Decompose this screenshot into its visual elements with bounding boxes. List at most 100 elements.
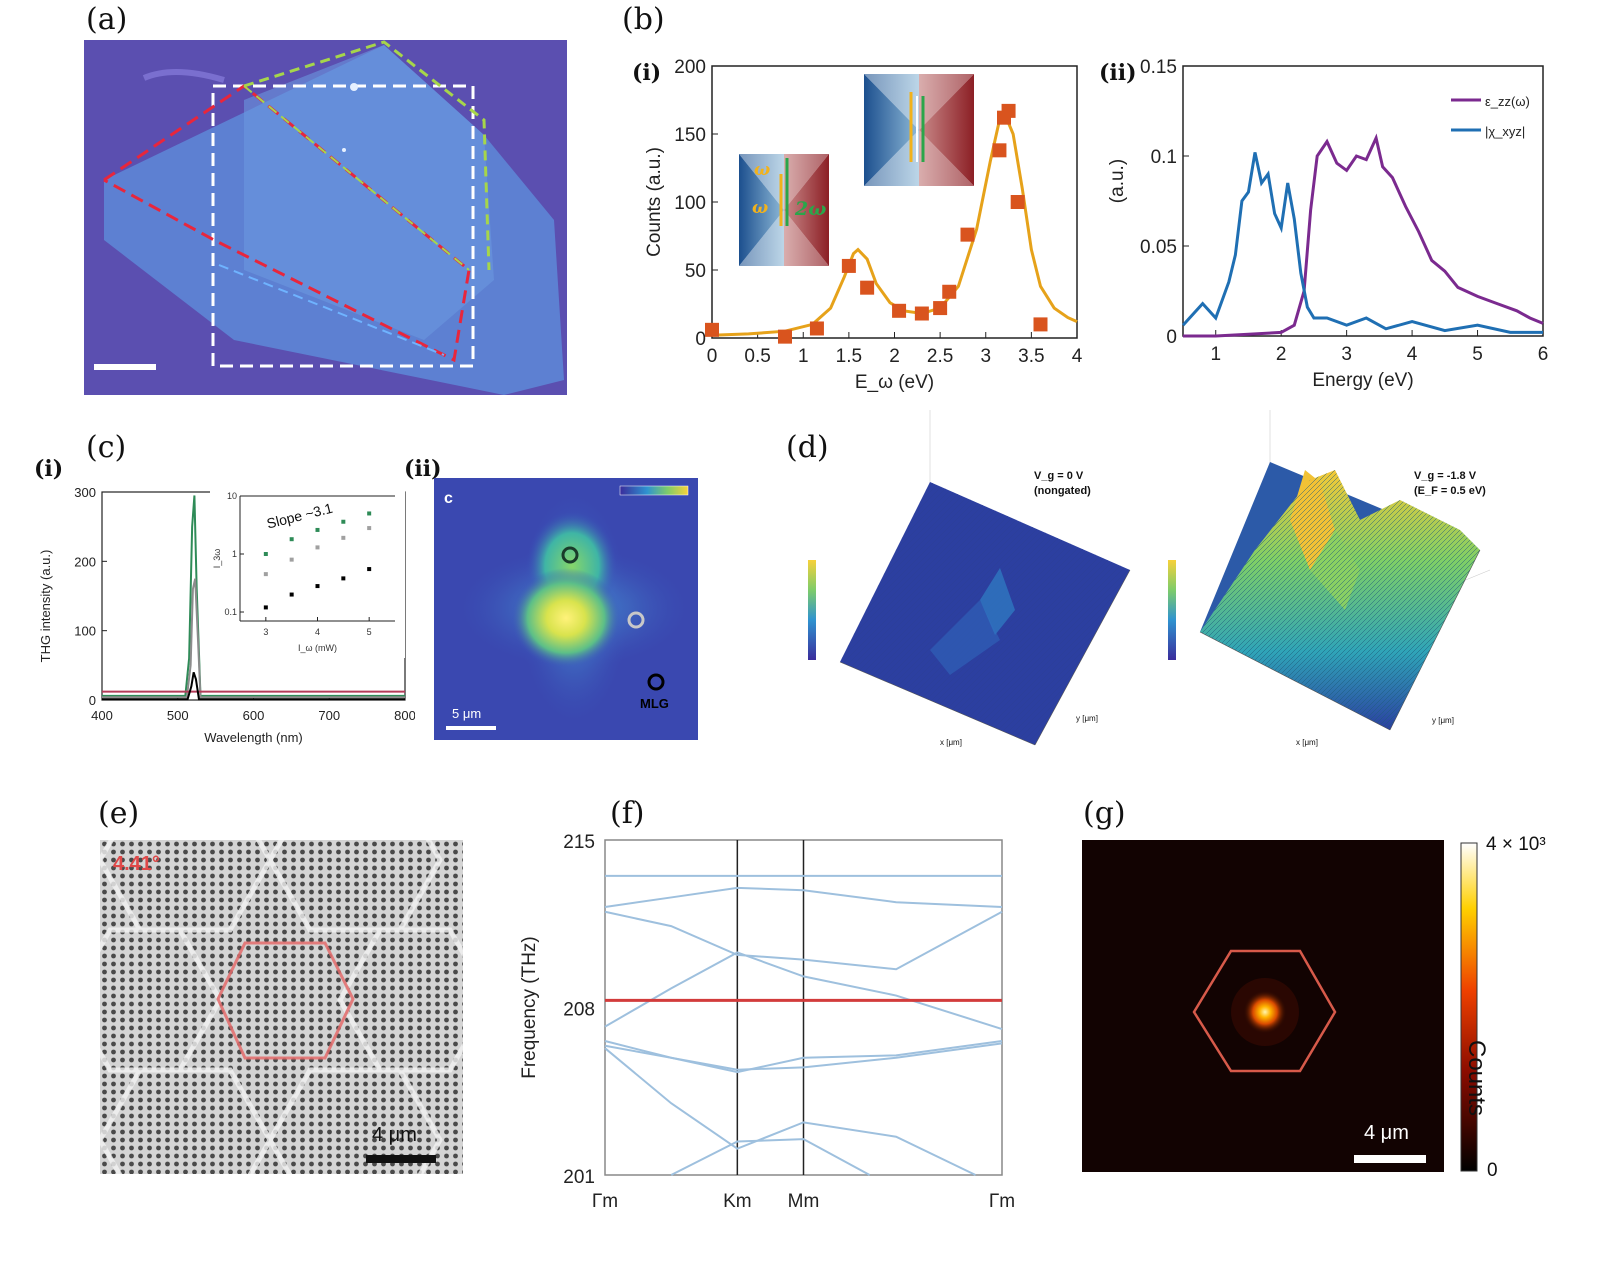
inset-point xyxy=(315,545,320,550)
y-tick-label: 300 xyxy=(74,485,96,500)
chart-b-i: 0 0.5 1 1.5 2 2.5 3 3.5 4 0 50 100 150 200 E_ω (eV) Cou… xyxy=(644,57,1083,393)
panel-a-label: (a) xyxy=(86,2,128,37)
x-tick-label: 5 xyxy=(1472,344,1483,365)
panel-b-ii-label: (ii) xyxy=(1099,60,1137,86)
panel-a-micrograph xyxy=(84,40,567,395)
x-tick-label: 3 xyxy=(1341,344,1352,365)
y-tick-label: 50 xyxy=(685,261,706,282)
band-line xyxy=(604,910,1003,971)
data-point xyxy=(992,143,1007,158)
panel-d-label: (d) xyxy=(786,430,829,465)
surface-left-ylabel: y [μm] xyxy=(1076,714,1098,723)
x-tick-label: 6 xyxy=(1538,344,1549,365)
y-tick-label: 0 xyxy=(1166,327,1177,348)
y-tick-label: 0 xyxy=(89,693,96,708)
surface-left-xlabel: x [μm] xyxy=(940,738,962,747)
colorbar-axis-label: Counts xyxy=(1463,1040,1490,1117)
panel-c-label: (c) xyxy=(86,430,127,465)
data-point xyxy=(705,322,719,337)
surface-plot-right xyxy=(1168,410,1491,731)
y-tick-label: 208 xyxy=(563,1000,595,1021)
inset-point xyxy=(341,576,346,581)
y-tick-label: 215 xyxy=(563,832,595,853)
inset-y-axis-label: I_3ω xyxy=(212,549,222,569)
inset-point xyxy=(263,552,268,557)
data-point xyxy=(892,303,907,318)
y-axis-label: Frequency (THz) xyxy=(519,936,540,1079)
surface-right-xlabel: x [μm] xyxy=(1296,738,1318,747)
panel-b-i-label: (i) xyxy=(632,60,662,86)
inset-background xyxy=(210,488,405,658)
x-tick-label: 1 xyxy=(798,346,809,367)
thg-map xyxy=(434,478,698,740)
x-tick-label: Γm xyxy=(989,1191,1015,1212)
surface-left-annot-2: (nongated) xyxy=(1034,485,1091,497)
x-tick-label: 4 xyxy=(1072,346,1083,367)
map-mlg-label: MLG xyxy=(640,696,669,711)
chart-b-ii: 1 2 3 4 5 6 0 0.05 0.1 0.15 Energy (eV) (a.u.) ε_zz(… xyxy=(1107,57,1549,391)
surface-left-annot-1: V_g = 0 V xyxy=(1034,470,1084,482)
panel-f-label: (f) xyxy=(610,796,645,831)
hot-colormap-image xyxy=(1082,840,1444,1172)
y-tick-label: 150 xyxy=(674,125,706,146)
surface-right-ylabel: y [μm] xyxy=(1432,716,1454,725)
x-tick-label: 3 xyxy=(980,346,991,367)
panel-e-label: (e) xyxy=(98,796,140,831)
plot-frame xyxy=(1182,65,1544,337)
x-tick-label: 1 xyxy=(1210,344,1221,365)
x-tick-label: 3 xyxy=(263,627,268,637)
chart-c-i: 400 500 600 700 800 0 100 200 300 Wavelength (nm)… xyxy=(38,485,415,745)
y-tick-label: 0.15 xyxy=(1140,57,1177,78)
colorbar-min-label: 0 xyxy=(1487,1160,1498,1181)
chart-f: 201 208 215 Γm Km Mm Γm Frequency (THz) xyxy=(519,832,1015,1212)
y-tick-label: 0.05 xyxy=(1140,237,1177,258)
data-point xyxy=(1033,317,1048,332)
data-point xyxy=(960,227,975,242)
y-tick-label: 201 xyxy=(563,1167,595,1188)
panel-g-label: (g) xyxy=(1083,796,1126,831)
y-tick-label: 0 xyxy=(695,329,706,350)
series-line xyxy=(1181,152,1543,334)
y-tick-label: 100 xyxy=(674,193,706,214)
x-tick-label: 4 xyxy=(1407,344,1418,365)
x-tick-label: 0 xyxy=(707,346,718,367)
x-tick-label: 5 xyxy=(367,627,372,637)
inset-omega2-label: ω xyxy=(752,198,769,218)
x-tick-label: 2 xyxy=(1276,344,1287,365)
fit-curve xyxy=(711,108,1078,337)
data-point xyxy=(841,258,856,273)
x-tick-label: Γm xyxy=(592,1191,618,1212)
y-tick-label: 100 xyxy=(74,624,96,639)
x-tick-label: 600 xyxy=(243,708,265,723)
x-tick-label: 3.5 xyxy=(1018,346,1044,367)
x-tick-label: 4 xyxy=(315,627,320,637)
hot-map-scalebar-label: 4 μm xyxy=(1364,1122,1409,1144)
x-tick-label: 500 xyxy=(167,708,189,723)
inset-point xyxy=(367,567,372,572)
inset-point xyxy=(367,526,372,531)
inset-point xyxy=(341,535,346,540)
data-point xyxy=(1001,103,1016,118)
y-tick-label: 10 xyxy=(227,491,237,501)
dirac-cone-inset-left xyxy=(739,154,829,266)
inset-point xyxy=(367,511,372,516)
x-tick-label: 1.5 xyxy=(836,346,862,367)
inset-point xyxy=(315,584,320,589)
inset-point xyxy=(289,557,294,562)
surface-right-annot-1: V_g = -1.8 V xyxy=(1414,470,1477,482)
y-axis-label: (a.u.) xyxy=(1107,159,1128,203)
y-tick-label: 0.1 xyxy=(224,607,237,617)
colorbar-max-label: 4 × 10³ xyxy=(1486,834,1546,855)
y-axis-label: THG intensity (a.u.) xyxy=(38,550,53,663)
legend-label: |χ_xyz| xyxy=(1485,124,1525,139)
legend-label: ε_zz(ω) xyxy=(1485,94,1530,109)
x-axis-label: Wavelength (nm) xyxy=(204,730,303,745)
data-point xyxy=(809,321,824,336)
y-tick-label: 0.1 xyxy=(1151,147,1177,168)
y-axis-label: Counts (a.u.) xyxy=(644,147,665,257)
band-line xyxy=(604,1042,1003,1071)
x-axis-label: Energy (eV) xyxy=(1312,370,1413,391)
panel-c-i-label: (i) xyxy=(34,456,64,482)
moire-lattice-image xyxy=(100,840,463,1174)
map-letter: c xyxy=(444,490,453,507)
